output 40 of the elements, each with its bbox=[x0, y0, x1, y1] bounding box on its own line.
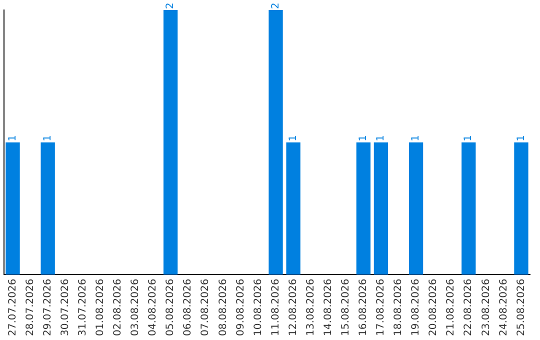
x-tick-label: 28.07.2026 bbox=[24, 278, 36, 336]
x-tick-label: 16.08.2026 bbox=[358, 278, 370, 336]
x-tick-label: 19.08.2026 bbox=[410, 278, 422, 336]
x-tick-label: 25.08.2026 bbox=[516, 278, 527, 336]
x-tick-label: 23.08.2026 bbox=[480, 278, 492, 336]
data-label: 1 bbox=[463, 134, 474, 142]
x-tick-label: 03.08.2026 bbox=[130, 278, 142, 336]
data-label: 1 bbox=[376, 134, 387, 142]
x-tick-label: 17.08.2026 bbox=[376, 278, 387, 336]
x-tick-label: 22.08.2026 bbox=[463, 278, 474, 336]
x-tick-label: 15.08.2026 bbox=[340, 278, 352, 336]
data-label: 2 bbox=[165, 2, 176, 9]
x-tick-label: 31.07.2026 bbox=[77, 278, 88, 336]
data-label: 1 bbox=[410, 134, 422, 142]
x-tick-label: 11.08.2026 bbox=[270, 278, 282, 336]
x-tick-label: 07.08.2026 bbox=[200, 278, 212, 336]
x-tick-label: 21.08.2026 bbox=[446, 278, 457, 336]
x-tick-label: 29.07.2026 bbox=[42, 278, 54, 336]
x-tick-label: 01.08.2026 bbox=[95, 278, 106, 336]
data-label: 1 bbox=[516, 134, 527, 142]
x-tick-label: 06.08.2026 bbox=[182, 278, 194, 336]
x-tick-label: 05.08.2026 bbox=[165, 278, 176, 336]
x-tick-label: 27.07.2026 bbox=[7, 278, 18, 336]
x-tick-label: 12.08.2026 bbox=[288, 278, 299, 336]
x-tick-label: 20.08.2026 bbox=[428, 278, 440, 336]
x-tick-label: 09.08.2026 bbox=[235, 278, 246, 336]
x-tick-label: 02.08.2026 bbox=[112, 278, 124, 336]
data-label: 2 bbox=[270, 2, 282, 9]
x-tick-label: 14.08.2026 bbox=[322, 278, 334, 336]
x-tick-label: 24.08.2026 bbox=[498, 278, 510, 336]
x-tick-label: 04.08.2026 bbox=[148, 278, 159, 336]
x-tick-label: 13.08.2026 bbox=[305, 278, 316, 336]
data-label: 1 bbox=[358, 134, 370, 142]
data-label: 1 bbox=[288, 134, 299, 142]
x-tick-label: 18.08.2026 bbox=[393, 278, 404, 336]
x-tick-label: 30.07.2026 bbox=[60, 278, 71, 336]
data-label: 1 bbox=[7, 134, 18, 142]
data-label: 1 bbox=[42, 134, 54, 142]
x-tick-label: 08.08.2026 bbox=[218, 278, 229, 336]
x-tick-label: 10.08.2026 bbox=[252, 278, 264, 336]
